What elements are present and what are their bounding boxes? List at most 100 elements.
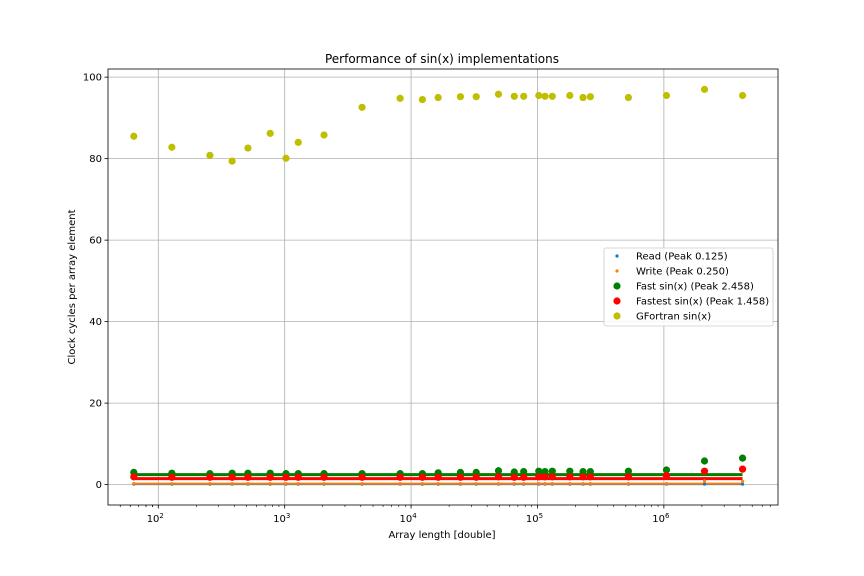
data-point: [738, 454, 747, 462]
data-point: [282, 154, 290, 162]
data-point: [510, 473, 518, 481]
x-tick-label: 106: [652, 512, 670, 525]
data-point: [296, 481, 300, 486]
data-point: [244, 144, 252, 152]
legend-label: GFortran sin(x): [636, 312, 711, 323]
legend-label: Write (Peak 0.250): [636, 267, 729, 278]
legend-label: Fast sin(x) (Peak 2.458): [636, 282, 754, 293]
x-tick-label: 102: [147, 512, 164, 525]
data-point: [244, 473, 252, 481]
data-point: [434, 93, 442, 102]
x-axis-label: Array length [double]: [388, 530, 495, 541]
x-tick-exponent: 5: [539, 512, 543, 520]
data-point: [472, 93, 480, 101]
data-point: [322, 481, 326, 486]
data-point: [548, 473, 556, 481]
data-point: [535, 91, 543, 100]
gridlines: [108, 69, 778, 505]
legend-label: Fastest sin(x) (Peak 1.458): [636, 297, 769, 308]
y-tick-label: 80: [89, 154, 102, 165]
x-tick-label: 105: [526, 512, 543, 525]
data-point: [358, 103, 366, 111]
legend-marker: [613, 312, 621, 320]
data-point: [398, 481, 402, 486]
data-point: [494, 90, 503, 98]
data-point: [740, 479, 745, 483]
x-tick-label: 103: [273, 512, 290, 525]
x-tick-exponent: 2: [159, 512, 163, 520]
data-point: [130, 132, 138, 140]
data-point: [130, 473, 138, 481]
data-point: [282, 473, 290, 481]
data-point: [702, 482, 707, 486]
x-tick-base: 10: [652, 514, 665, 525]
data-point: [320, 131, 328, 139]
data-point: [510, 468, 518, 476]
legend-box: [603, 247, 774, 327]
data-point: [168, 143, 176, 151]
x-tick-base: 10: [399, 514, 412, 525]
data-point: [510, 92, 518, 100]
data-point: [664, 481, 669, 486]
data-point: [535, 467, 543, 475]
data-point: [624, 473, 633, 481]
data-point: [579, 473, 587, 481]
data-point: [700, 467, 709, 475]
x-tick-label: 104: [399, 512, 417, 525]
data-point: [230, 481, 234, 486]
plot-frame: [107, 68, 779, 506]
data-point: [320, 473, 328, 481]
data-point: [512, 481, 516, 486]
data-point: [581, 481, 585, 486]
data-point: [294, 138, 302, 146]
legend-marker: [613, 282, 621, 290]
data-point: [579, 93, 587, 102]
data-point: [456, 473, 465, 481]
data-point: [472, 473, 480, 481]
data-point: [579, 467, 587, 476]
data-point: [550, 481, 554, 486]
data-point: [294, 473, 302, 481]
data-point: [246, 481, 250, 486]
y-tick-label: 20: [89, 399, 102, 410]
data-point: [624, 93, 633, 102]
data-points: [130, 85, 747, 486]
data-point: [168, 473, 176, 481]
x-tick-exponent: 4: [412, 512, 417, 520]
data-point: [566, 91, 574, 100]
data-point: [206, 151, 214, 159]
data-point: [520, 473, 528, 481]
data-point: [586, 467, 594, 476]
data-point: [740, 482, 745, 486]
y-tick-label: 40: [89, 317, 102, 328]
data-point: [434, 473, 442, 481]
data-point: [420, 481, 424, 486]
legend-marker: [613, 297, 621, 305]
data-point: [586, 473, 594, 481]
data-point: [358, 473, 366, 481]
data-point: [548, 92, 556, 100]
data-point: [494, 473, 503, 481]
data-point: [494, 467, 503, 475]
data-point: [702, 479, 707, 483]
x-axis-ticks: 102 103 104 105 106: [119, 505, 771, 525]
data-point: [360, 481, 364, 486]
data-point: [268, 481, 272, 486]
data-point: [566, 467, 574, 475]
data-point: [522, 481, 526, 486]
chart-title: Performance of sin(x) implementations: [325, 52, 559, 66]
x-tick-exponent: 3: [286, 512, 290, 520]
data-point: [520, 467, 528, 476]
legend-marker: [615, 254, 619, 258]
data-point: [662, 466, 671, 474]
data-point: [170, 481, 174, 486]
data-point: [662, 91, 671, 100]
data-point: [586, 93, 594, 101]
data-point: [266, 473, 274, 481]
data-point: [700, 85, 709, 93]
x-tick-base: 10: [147, 514, 160, 525]
data-point: [474, 481, 478, 486]
data-point: [228, 157, 236, 165]
data-point: [543, 481, 547, 486]
